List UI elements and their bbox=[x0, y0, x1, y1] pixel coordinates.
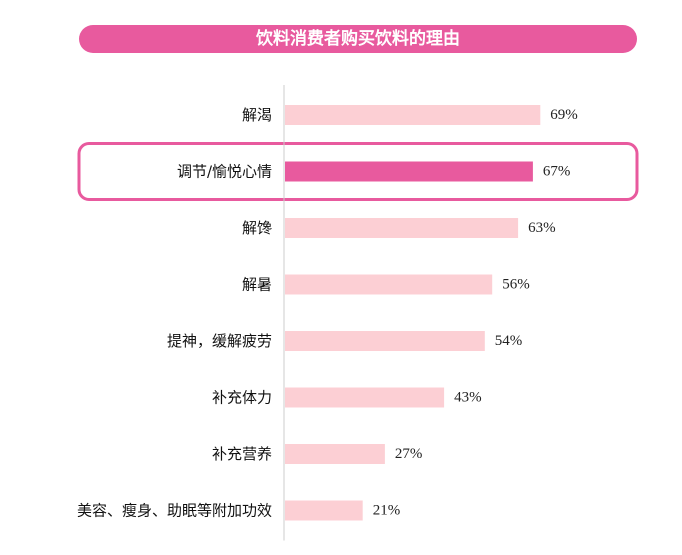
value-label-1: 67% bbox=[543, 164, 571, 180]
value-label-5: 43% bbox=[454, 390, 482, 406]
highlight-frame bbox=[77, 142, 639, 201]
bar-4 bbox=[285, 331, 485, 351]
category-label-1: 调节/愉悦心情 bbox=[177, 163, 272, 181]
category-label-6: 补充营养 bbox=[212, 445, 272, 463]
category-label-5: 补充体力 bbox=[212, 389, 272, 407]
category-label-0: 解渴 bbox=[242, 106, 272, 124]
value-label-7: 21% bbox=[373, 503, 401, 519]
bar-5 bbox=[285, 387, 445, 408]
bar-0 bbox=[285, 105, 541, 125]
bar-7 bbox=[285, 500, 363, 521]
value-label-0: 69% bbox=[550, 107, 578, 123]
category-label-3: 解暑 bbox=[242, 276, 272, 294]
category-label-4: 提神，缓解疲劳 bbox=[167, 332, 272, 350]
value-label-2: 63% bbox=[528, 220, 556, 236]
value-label-6: 27% bbox=[395, 446, 423, 462]
value-label-3: 56% bbox=[502, 277, 530, 293]
bar-6 bbox=[285, 444, 385, 464]
category-label-7: 美容、瘦身、助眠等附加功效 bbox=[77, 502, 272, 520]
category-label-2: 解馋 bbox=[242, 219, 272, 237]
bar-3 bbox=[285, 274, 493, 295]
value-label-4: 54% bbox=[495, 333, 523, 349]
chart-title: 饮料消费者购买饮料的理由 bbox=[79, 25, 637, 53]
bar-1 bbox=[285, 161, 533, 182]
bar-2 bbox=[285, 218, 519, 238]
